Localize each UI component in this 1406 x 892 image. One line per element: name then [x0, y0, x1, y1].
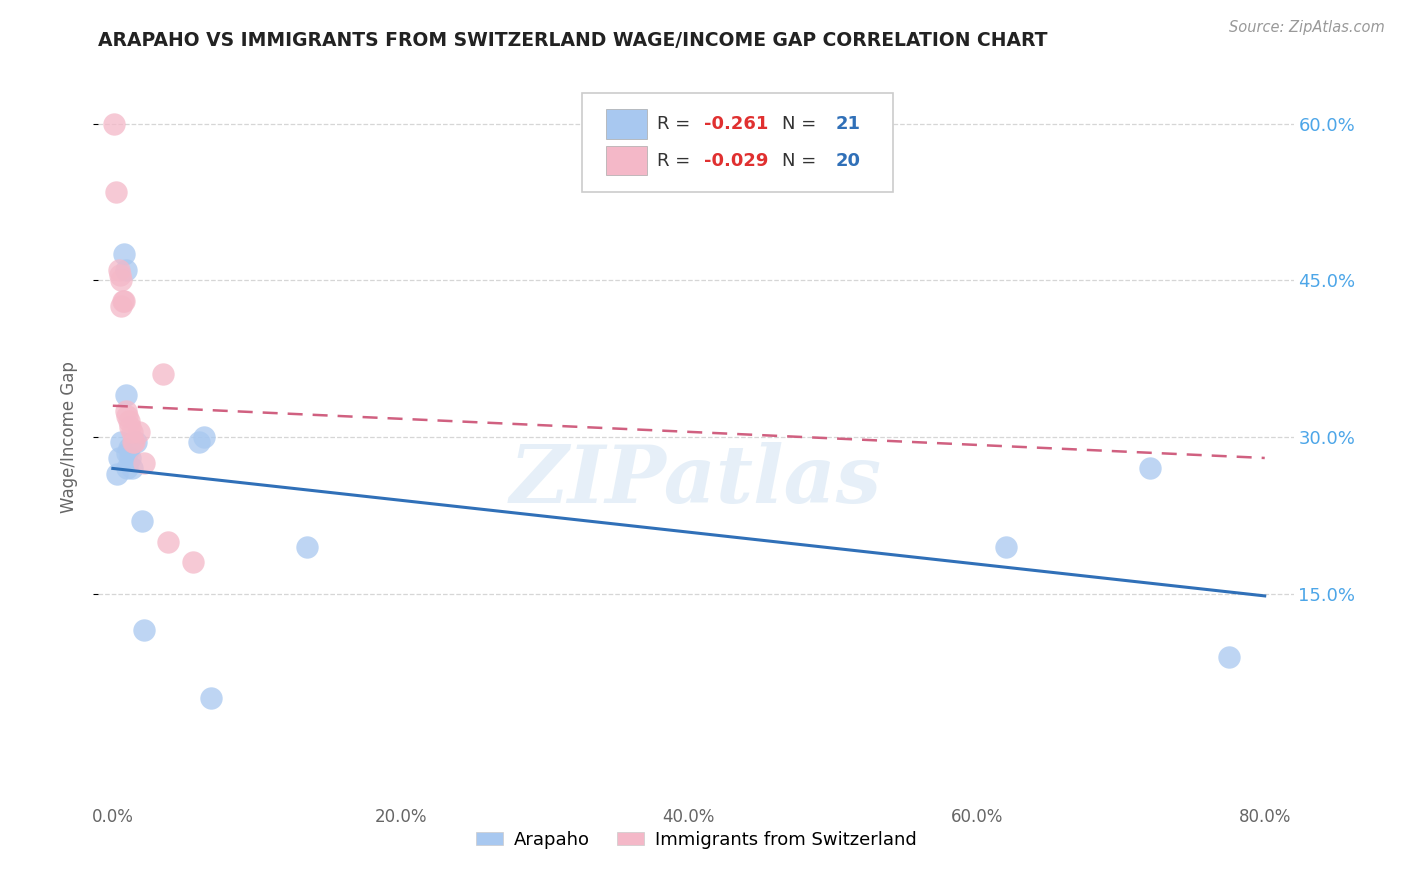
- Point: [108, 268, 131, 282]
- Point: [107, 450, 129, 465]
- Point: [110, 300, 132, 314]
- Point: [112, 247, 135, 261]
- Text: ARAPAHO VS IMMIGRANTS FROM SWITZERLAND WAGE/INCOME GAP CORRELATION CHART: ARAPAHO VS IMMIGRANTS FROM SWITZERLAND W…: [98, 31, 1047, 50]
- Legend: Arapaho, Immigrants from Switzerland: Arapaho, Immigrants from Switzerland: [468, 823, 924, 856]
- Point: [124, 435, 146, 450]
- Point: [118, 441, 141, 455]
- Point: [134, 624, 156, 638]
- Point: [103, 117, 125, 131]
- Point: [111, 294, 134, 309]
- Text: R =: R =: [657, 152, 696, 169]
- Point: [115, 446, 138, 460]
- Point: [110, 435, 132, 450]
- FancyBboxPatch shape: [582, 94, 893, 192]
- Point: [1218, 649, 1240, 664]
- Point: [200, 691, 222, 706]
- Point: [188, 435, 211, 450]
- Point: [105, 467, 128, 481]
- Point: [104, 185, 127, 199]
- Point: [134, 456, 156, 470]
- Text: R =: R =: [657, 115, 696, 133]
- Point: [295, 540, 318, 554]
- Point: [128, 425, 150, 439]
- Y-axis label: Wage/Income Gap: Wage/Income Gap: [59, 361, 77, 513]
- Point: [121, 461, 143, 475]
- Text: ZIPatlas: ZIPatlas: [510, 442, 882, 520]
- Point: [120, 419, 142, 434]
- Point: [152, 368, 174, 382]
- Point: [1139, 461, 1161, 475]
- Point: [110, 273, 132, 287]
- Text: N =: N =: [782, 115, 823, 133]
- FancyBboxPatch shape: [606, 110, 647, 138]
- Point: [183, 556, 205, 570]
- Point: [115, 409, 138, 424]
- FancyBboxPatch shape: [606, 146, 647, 175]
- Point: [112, 294, 135, 309]
- Point: [122, 435, 145, 450]
- Point: [114, 263, 136, 277]
- Point: [156, 534, 179, 549]
- Point: [193, 430, 215, 444]
- Text: 20: 20: [835, 152, 860, 169]
- Point: [114, 388, 136, 402]
- Point: [118, 414, 141, 428]
- Text: 21: 21: [835, 115, 860, 133]
- Text: N =: N =: [782, 152, 823, 169]
- Text: -0.029: -0.029: [704, 152, 769, 169]
- Point: [131, 514, 153, 528]
- Point: [107, 263, 129, 277]
- Point: [125, 435, 148, 450]
- Point: [115, 461, 138, 475]
- Point: [120, 450, 142, 465]
- Text: -0.261: -0.261: [704, 115, 769, 133]
- Point: [114, 404, 136, 418]
- Point: [994, 540, 1017, 554]
- Text: Source: ZipAtlas.com: Source: ZipAtlas.com: [1229, 20, 1385, 35]
- Point: [121, 425, 143, 439]
